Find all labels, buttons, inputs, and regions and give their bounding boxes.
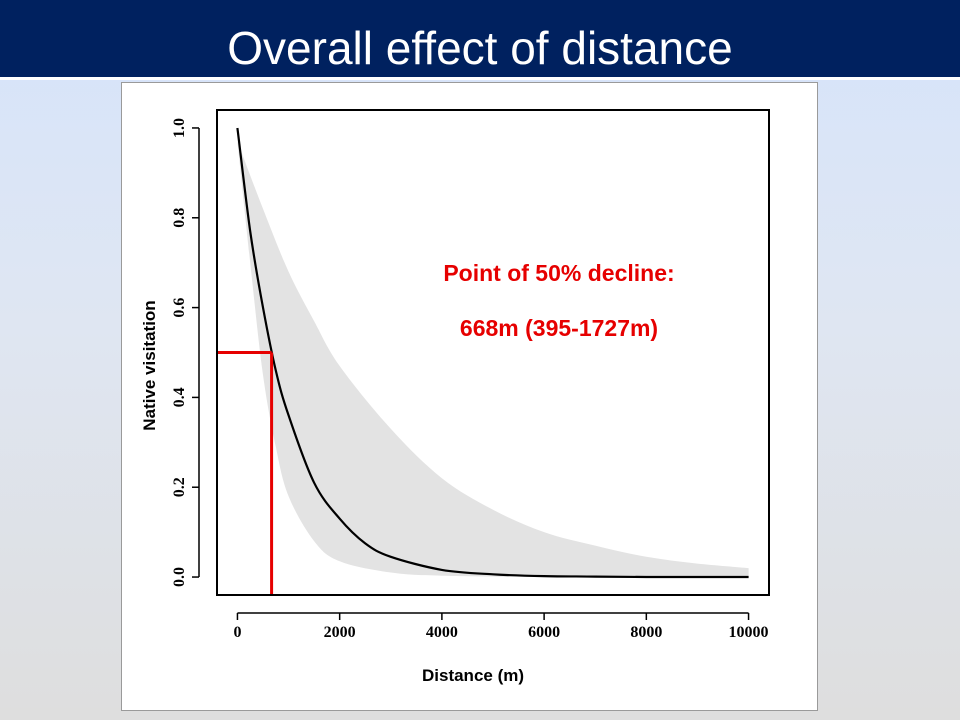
x-tick-label: 10000	[729, 624, 769, 641]
marker-layer	[217, 351, 274, 595]
x-tick-label: 2000	[324, 624, 356, 641]
y-tick-label: 0.8	[171, 208, 188, 228]
x-axis-title: Distance (m)	[422, 666, 524, 685]
decay-chart: 0.0 0.2 0.4 0.6 0.8 1.0 0 2000 4000 6000 8000 10000…	[140, 109, 770, 685]
y-tick-label: 1.0	[171, 118, 188, 138]
ci-band-layer	[237, 141, 749, 578]
annotation-line-2: 668m (395-1727m)	[460, 315, 658, 341]
curve-layer	[236, 127, 749, 579]
y-tick-label: 0.0	[171, 567, 188, 587]
axis-layer: 0.0 0.2 0.4 0.6 0.8 1.0 0 2000 4000 6000 8000 10000	[171, 118, 769, 641]
y-tick-label: 0.4	[171, 387, 188, 407]
annotation-line-1: Point of 50% decline:	[443, 260, 674, 286]
y-axis-title: Native visitation	[140, 300, 159, 430]
ci-band	[237, 141, 749, 578]
x-tick-label: 8000	[630, 624, 662, 641]
plot-frame	[216, 109, 770, 596]
y-tick-label: 0.6	[171, 298, 188, 318]
x-tick-label: 4000	[426, 624, 458, 641]
chart-panel: 0.0 0.2 0.4 0.6 0.8 1.0 0 2000 4000 6000 8000 10000…	[121, 82, 818, 711]
slide-title: Overall effect of distance	[227, 22, 733, 74]
y-tick-label: 0.2	[171, 477, 188, 497]
x-tick-label: 6000	[528, 624, 560, 641]
x-tick-label: 0	[233, 624, 241, 641]
title-bar: Overall effect of distance	[0, 0, 960, 80]
fitted-curve-line	[236, 127, 749, 579]
